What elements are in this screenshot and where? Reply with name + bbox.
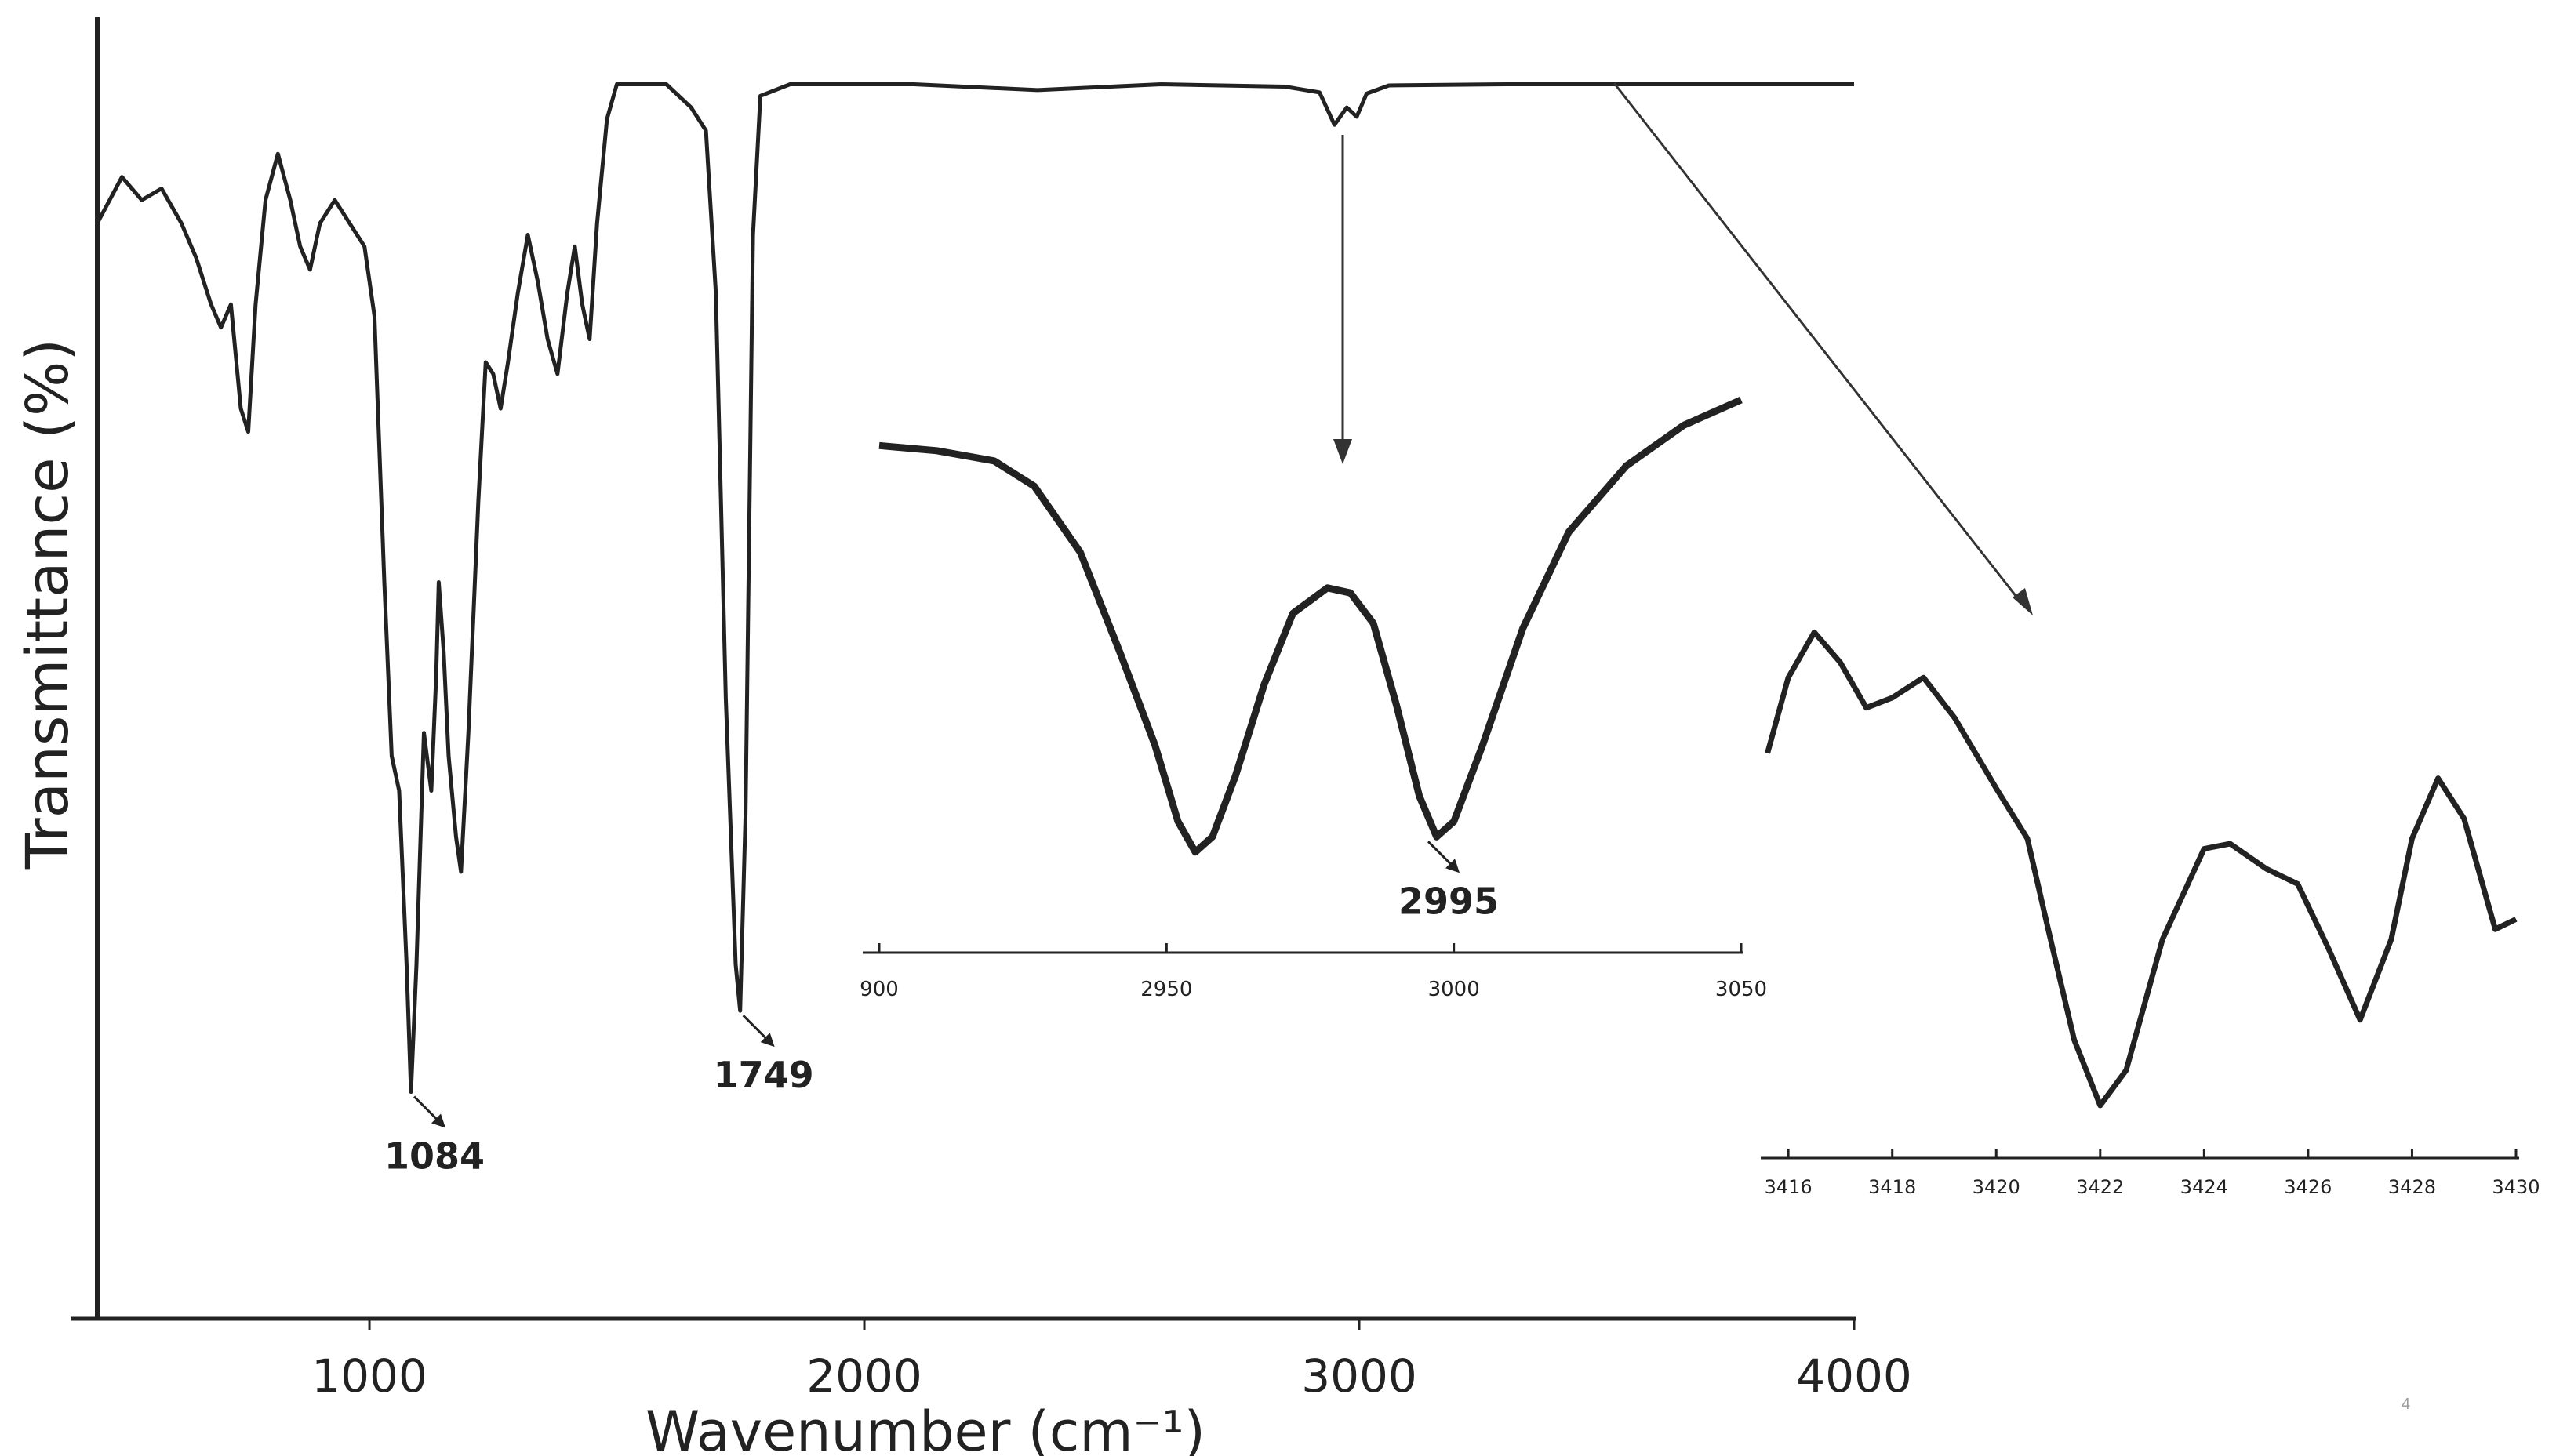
inset-1-x-ticks bbox=[879, 943, 1741, 953]
inset-1-chart: 900 2950 3000 3050 2995 bbox=[860, 400, 1767, 1001]
zoom-arrow-1-head bbox=[1333, 439, 1352, 464]
inset-2-x-tick-label: 3416 bbox=[1765, 1176, 1813, 1198]
inset-2-x-tick-label: 3426 bbox=[2284, 1176, 2332, 1198]
inset-1-x-tick-label: 900 bbox=[860, 978, 899, 1001]
inset-2-x-tick-label: 3420 bbox=[1973, 1176, 2020, 1198]
ftir-figure: 1000 2000 3000 4000 1084 1749 Transmittance … bbox=[0, 0, 2567, 1456]
inset-2-x-tick-label: 3422 bbox=[2076, 1176, 2124, 1198]
main-x-tick-label: 3000 bbox=[1301, 1349, 1417, 1403]
page-number: 4 bbox=[2402, 1396, 2410, 1414]
inset-1-x-tick-label: 2950 bbox=[1140, 978, 1192, 1001]
inset-2-x-tick-label: 3430 bbox=[2492, 1176, 2540, 1198]
inset-2-x-tick-labels: 3416 3418 3420 3422 3424 3426 3428 3430 bbox=[1765, 1176, 2540, 1198]
inset-2-spectrum-line bbox=[1768, 632, 2516, 1106]
inset-1-peak-label: 2995 bbox=[1398, 880, 1499, 922]
inset-1-x-tick-label: 3000 bbox=[1428, 978, 1480, 1001]
inset-2-chart: 3416 3418 3420 3422 3424 3426 3428 3430 bbox=[1761, 632, 2540, 1198]
zoom-arrow-2-head bbox=[2013, 588, 2033, 615]
main-x-tick-label: 1000 bbox=[311, 1349, 427, 1403]
main-peak-label: 1749 bbox=[714, 1054, 814, 1096]
main-chart: 1000 2000 3000 4000 1084 1749 Transmittance … bbox=[14, 17, 1912, 1456]
inset-2-x-ticks bbox=[1788, 1149, 2516, 1158]
main-x-tick-label: 2000 bbox=[806, 1349, 922, 1403]
inset-1-x-tick-label: 3050 bbox=[1715, 978, 1767, 1001]
main-peak-label: 1084 bbox=[384, 1135, 485, 1178]
zoom-arrow-2 bbox=[1614, 83, 2022, 604]
inset-1-annotations: 2995 bbox=[1398, 841, 1499, 922]
main-x-axis-label: Wavenumber (cm⁻¹) bbox=[645, 1400, 1205, 1456]
main-x-tick-label: 4000 bbox=[1796, 1349, 1912, 1403]
main-x-tick-labels: 1000 2000 3000 4000 bbox=[311, 1349, 1912, 1403]
main-y-axis-label: Transmittance (%) bbox=[14, 339, 82, 870]
inset-1-x-tick-labels: 900 2950 3000 3050 bbox=[860, 978, 1767, 1001]
inset-1-spectrum-line bbox=[879, 400, 1741, 852]
main-annotations: 1084 1749 bbox=[384, 1015, 814, 1177]
inset-2-x-tick-label: 3418 bbox=[1868, 1176, 1916, 1198]
inset-2-x-tick-label: 3428 bbox=[2388, 1176, 2436, 1198]
zoom-arrows bbox=[1333, 83, 2033, 615]
main-spectrum-line bbox=[97, 85, 1854, 1092]
inset-2-x-tick-label: 3424 bbox=[2180, 1176, 2228, 1198]
